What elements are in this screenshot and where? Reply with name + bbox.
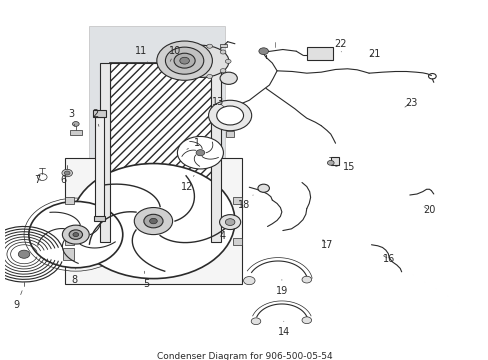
Circle shape [327,161,333,165]
Text: 21: 21 [368,49,380,59]
Circle shape [251,318,260,325]
Bar [64,158,242,284]
Circle shape [206,75,212,78]
Circle shape [149,219,157,224]
Bar [63,248,74,260]
Circle shape [220,50,225,54]
Text: 9: 9 [14,291,22,310]
Text: 23: 23 [404,98,417,108]
Circle shape [180,57,189,64]
Bar [70,130,81,135]
Circle shape [302,276,311,283]
Bar [93,216,105,221]
Bar [232,238,242,245]
Circle shape [73,233,79,237]
Text: 8: 8 [71,268,77,285]
Circle shape [29,202,122,268]
Text: 1: 1 [186,138,199,149]
Circle shape [177,50,182,54]
Bar [330,157,339,165]
Text: 15: 15 [335,162,354,172]
Text: 20: 20 [422,205,434,215]
Bar [226,131,233,138]
Bar [203,51,225,72]
Text: 22: 22 [333,39,346,52]
Circle shape [190,44,196,48]
Bar [232,197,242,204]
Circle shape [72,122,79,126]
Bar [100,63,110,242]
Bar [306,47,332,60]
Bar [94,117,104,217]
Circle shape [64,171,70,175]
Circle shape [72,163,234,279]
Circle shape [171,59,177,63]
Text: 12: 12 [181,175,194,192]
Circle shape [216,106,243,125]
Circle shape [177,136,223,169]
Circle shape [220,72,237,84]
Bar [64,238,74,245]
Circle shape [165,47,203,74]
Text: 14: 14 [277,321,289,337]
Text: Condenser Diagram for 906-500-05-54: Condenser Diagram for 906-500-05-54 [156,352,332,360]
Text: 19: 19 [275,280,287,296]
Text: 13: 13 [212,97,224,107]
Bar [64,197,74,204]
Circle shape [206,44,212,48]
Circle shape [157,41,212,80]
Circle shape [18,250,30,258]
Circle shape [62,169,72,177]
Circle shape [258,48,268,55]
Polygon shape [89,26,225,273]
Circle shape [69,230,82,239]
Bar [110,63,210,242]
Text: 7: 7 [34,175,41,185]
Text: 16: 16 [382,254,394,264]
Text: 11: 11 [135,46,147,61]
Bar [210,63,221,242]
Circle shape [220,69,225,73]
Bar [110,63,210,242]
Text: 18: 18 [238,195,253,210]
Circle shape [143,214,163,228]
Text: 2: 2 [92,109,99,126]
Ellipse shape [173,45,228,77]
Text: 10: 10 [168,46,181,61]
Circle shape [134,207,172,235]
Circle shape [190,75,196,78]
Circle shape [225,59,231,63]
Circle shape [243,276,255,285]
Circle shape [219,215,240,230]
Bar [93,110,105,117]
Circle shape [62,225,89,244]
Circle shape [177,69,182,73]
Text: 3: 3 [68,109,75,126]
Circle shape [225,219,234,225]
Circle shape [257,184,269,192]
Text: 5: 5 [143,271,149,289]
Circle shape [208,100,251,131]
Circle shape [174,53,195,68]
Text: 4: 4 [220,225,225,240]
Circle shape [302,317,311,324]
Text: 17: 17 [320,239,332,250]
Circle shape [196,150,204,156]
Text: 6: 6 [60,175,66,185]
Bar [219,44,226,47]
